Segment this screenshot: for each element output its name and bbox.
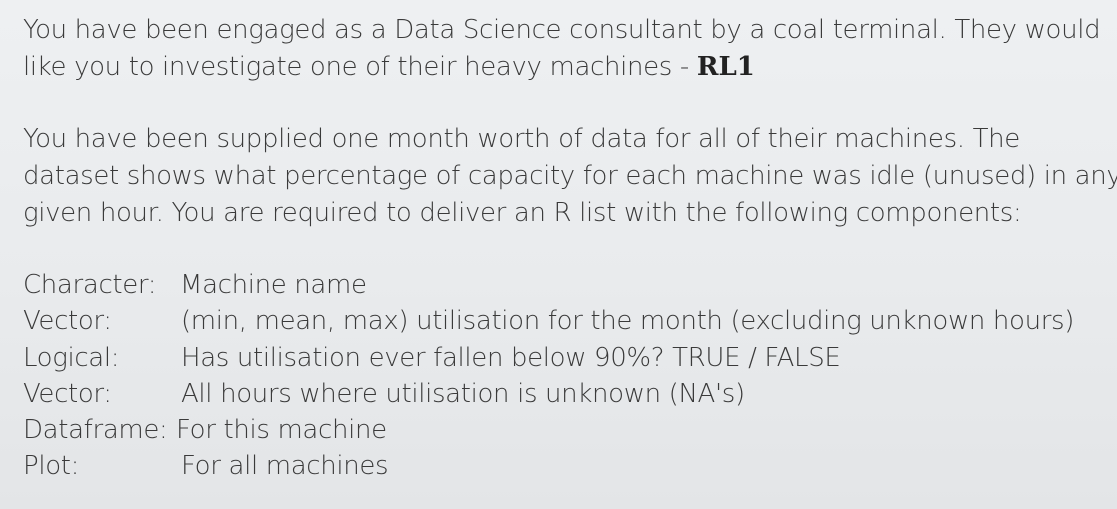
machine-code: RL1 bbox=[696, 52, 755, 82]
task-paragraph: You have been supplied one month worth o… bbox=[23, 121, 1117, 232]
task-line-2: dataset shows what percentage of capacit… bbox=[23, 161, 1117, 191]
component-description: (min, mean, max) utilisation for the mon… bbox=[181, 306, 1075, 337]
component-label: Vector: bbox=[23, 378, 112, 409]
component-description: Has utilisation ever fallen below 90%? T… bbox=[181, 342, 841, 373]
component-description: Machine name bbox=[180, 270, 367, 300]
component-label: Character: bbox=[23, 270, 157, 300]
task-line-3: given hour. You are required to deliver … bbox=[23, 198, 1022, 228]
component-label: Logical: bbox=[23, 342, 120, 373]
task-line-1: You have been supplied one month worth o… bbox=[23, 124, 1020, 154]
component-description: All hours where utilisation is unknown (… bbox=[181, 378, 745, 409]
intro-line-1: You have been engaged as a Data Science … bbox=[23, 15, 1101, 45]
component-label: Dataframe: bbox=[23, 415, 168, 446]
component-description: For this machine bbox=[176, 415, 387, 446]
intro-paragraph: You have been engaged as a Data Science … bbox=[23, 12, 1101, 86]
component-label: Plot: bbox=[23, 451, 80, 482]
component-label: Vector: bbox=[23, 306, 112, 337]
component-description: For all machines bbox=[181, 451, 389, 482]
intro-line-2-text: like you to investigate one of their hea… bbox=[23, 52, 697, 82]
intro-line-2: like you to investigate one of their hea… bbox=[23, 49, 1100, 86]
